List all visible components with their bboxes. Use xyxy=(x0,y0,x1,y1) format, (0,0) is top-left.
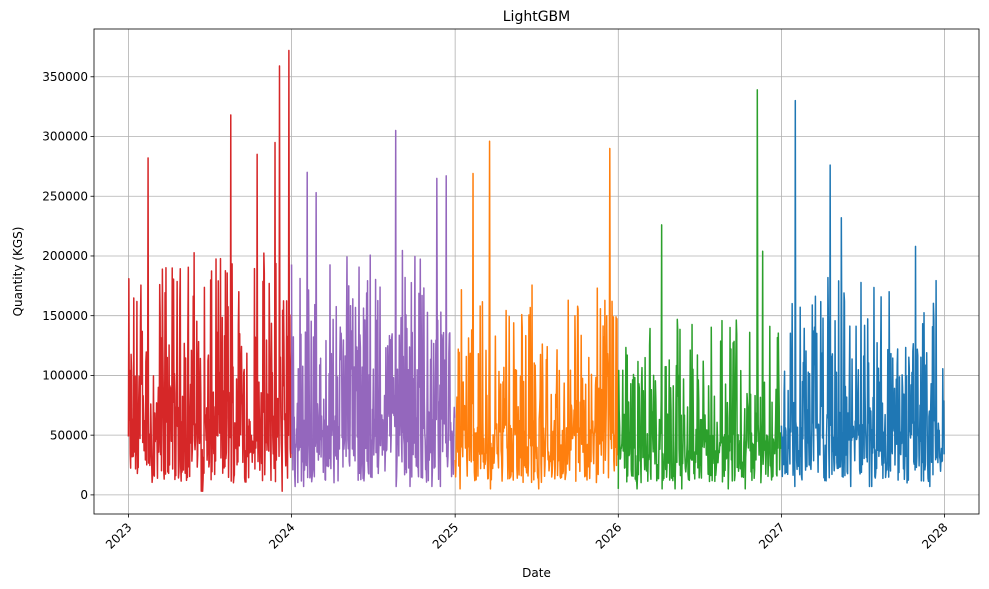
y-tick-label: 300000 xyxy=(42,130,88,144)
series-line-1 xyxy=(127,49,292,493)
y-tick-label: 150000 xyxy=(42,309,88,323)
series-line-3 xyxy=(454,140,619,490)
y-axis-label: Quantity (KGS) xyxy=(11,227,25,317)
series-line-5 xyxy=(780,99,945,488)
x-tick-label: 2027 xyxy=(756,520,787,551)
y-tick-label: 50000 xyxy=(50,428,88,442)
x-axis-ticks: 2023 2024 2025 2026 2027 2028 xyxy=(103,514,951,552)
x-tick-label: 2023 xyxy=(103,520,134,551)
chart-title: LightGBM xyxy=(503,9,570,25)
x-tick-label: 2025 xyxy=(430,520,461,551)
y-tick-label: 350000 xyxy=(42,70,88,84)
x-tick-label: 2028 xyxy=(919,520,950,551)
y-tick-label: 250000 xyxy=(42,189,88,203)
plot-area-frame xyxy=(93,28,980,515)
x-axis-label: Date xyxy=(522,566,551,580)
y-tick-label: 200000 xyxy=(42,249,88,263)
series-line-2 xyxy=(290,129,456,488)
y-tick-label: 100000 xyxy=(42,369,88,383)
x-tick-label: 2026 xyxy=(593,520,624,551)
y-axis-ticks: 0 50000 100000 150000 200000 250000 300000 3500… xyxy=(42,70,94,502)
series-layer xyxy=(127,49,945,493)
y-tick-label: 0 xyxy=(80,488,88,502)
x-tick-label: 2024 xyxy=(266,520,297,551)
series-line-4 xyxy=(617,89,782,490)
